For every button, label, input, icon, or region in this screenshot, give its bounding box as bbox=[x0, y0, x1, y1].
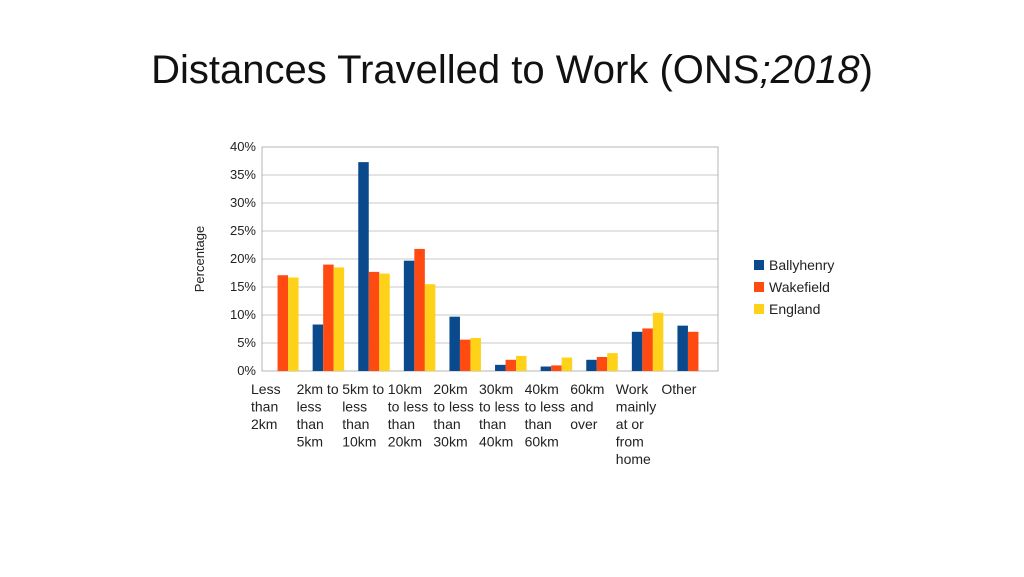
bar bbox=[333, 267, 345, 371]
x-tick-label: than bbox=[479, 416, 506, 432]
y-tick-label: 0% bbox=[237, 363, 256, 378]
legend-label: England bbox=[769, 301, 820, 317]
bar bbox=[459, 339, 471, 371]
x-tick-label: at or bbox=[616, 416, 644, 432]
x-tick-label: 10km bbox=[388, 381, 422, 397]
title-separator: ; bbox=[759, 48, 771, 92]
y-tick-label: 15% bbox=[230, 279, 256, 294]
bar bbox=[323, 264, 334, 371]
bar bbox=[586, 359, 597, 371]
x-tick-label: 20km bbox=[433, 381, 467, 397]
x-tick-label: Less bbox=[251, 381, 281, 397]
slide-title: Distances Travelled to Work (ONS;2018) bbox=[0, 48, 1024, 93]
bar bbox=[652, 312, 664, 371]
bar bbox=[677, 325, 688, 371]
bar bbox=[642, 328, 653, 371]
y-tick-label: 35% bbox=[230, 167, 256, 182]
x-tick-label: 40km bbox=[479, 434, 513, 450]
x-tick-label: to less bbox=[479, 399, 519, 415]
bar bbox=[631, 331, 643, 371]
x-tick-label: mainly bbox=[616, 399, 656, 415]
y-tick-label: 10% bbox=[230, 307, 256, 322]
title-year: 2018 bbox=[770, 48, 860, 92]
x-tick-label: home bbox=[616, 451, 651, 467]
bar bbox=[551, 365, 562, 371]
bar bbox=[561, 357, 573, 371]
x-tick-label: than bbox=[388, 416, 415, 432]
legend-label: Wakefield bbox=[769, 279, 830, 295]
bar bbox=[505, 359, 517, 371]
y-tick-label: 25% bbox=[230, 223, 256, 238]
bar bbox=[368, 271, 380, 371]
y-tick-label: 30% bbox=[230, 195, 256, 210]
bar bbox=[607, 353, 618, 371]
x-tick-label: Other bbox=[661, 381, 696, 397]
y-tick-label: 20% bbox=[230, 251, 256, 266]
y-tick-label: 40% bbox=[230, 139, 256, 154]
x-tick-label: to less bbox=[388, 399, 428, 415]
x-tick-label: than bbox=[433, 416, 460, 432]
x-tick-label: than bbox=[251, 399, 278, 415]
x-tick-label: than bbox=[342, 416, 369, 432]
x-tick-label: 30km bbox=[433, 434, 467, 450]
bar bbox=[424, 284, 436, 371]
y-axis-label: Percentage bbox=[192, 226, 207, 293]
x-tick-label: to less bbox=[433, 399, 473, 415]
x-tick-label: 10km bbox=[342, 434, 376, 450]
legend-swatch bbox=[754, 304, 764, 314]
title-main: Distances Travelled to Work (ONS bbox=[151, 48, 760, 92]
bar bbox=[414, 248, 425, 371]
title-close: ) bbox=[859, 48, 873, 92]
bar bbox=[470, 337, 481, 371]
plot-border bbox=[261, 146, 719, 372]
legend-swatch bbox=[754, 282, 764, 292]
bar bbox=[403, 260, 415, 371]
x-tick-label: 2km to bbox=[297, 381, 339, 397]
bar bbox=[449, 316, 460, 371]
bar bbox=[312, 324, 324, 371]
bar bbox=[288, 277, 299, 371]
x-tick-label: 60km bbox=[570, 381, 604, 397]
x-tick-label: 5km to bbox=[342, 381, 384, 397]
bar bbox=[596, 357, 608, 371]
x-tick-label: to less bbox=[525, 399, 565, 415]
x-tick-label: 5km bbox=[297, 434, 323, 450]
x-tick-label: and bbox=[570, 399, 593, 415]
x-tick-label: 60km bbox=[525, 434, 559, 450]
x-tick-label: from bbox=[616, 434, 644, 450]
x-tick-label: 2km bbox=[251, 416, 277, 432]
legend-swatch bbox=[754, 260, 764, 270]
bar bbox=[379, 273, 390, 371]
x-tick-label: less bbox=[297, 399, 322, 415]
legend-label: Ballyhenry bbox=[769, 257, 834, 273]
x-tick-label: 40km bbox=[525, 381, 559, 397]
x-tick-label: than bbox=[525, 416, 552, 432]
x-tick-label: less bbox=[342, 399, 367, 415]
x-tick-label: than bbox=[297, 416, 324, 432]
x-tick-label: 20km bbox=[388, 434, 422, 450]
bar bbox=[277, 275, 289, 371]
x-tick-label: 30km bbox=[479, 381, 513, 397]
x-tick-label: Work bbox=[616, 381, 649, 397]
y-tick-label: 5% bbox=[237, 335, 256, 350]
bar bbox=[495, 364, 506, 371]
x-tick-label: over bbox=[570, 416, 598, 432]
bar bbox=[540, 366, 552, 371]
bar bbox=[358, 162, 369, 371]
bar bbox=[687, 331, 699, 371]
bar bbox=[516, 355, 527, 371]
